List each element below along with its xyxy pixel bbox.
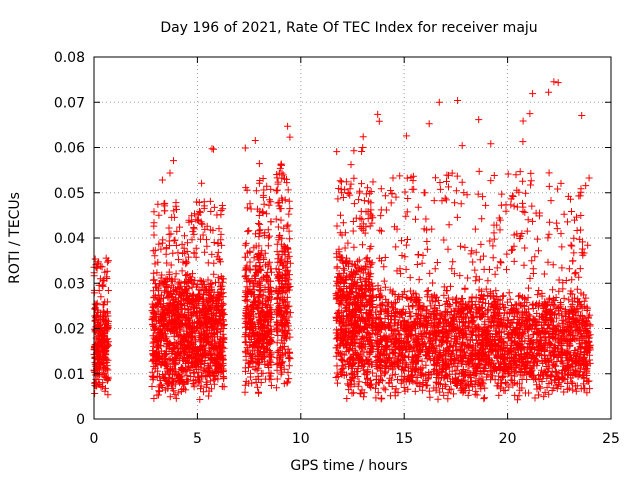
y-tick-label: 0.04 [54, 231, 85, 247]
y-tick-label: 0 [76, 412, 85, 428]
y-tick-label: 0.02 [54, 322, 85, 338]
x-tick-label: 0 [90, 431, 99, 447]
y-tick-label: 0.01 [54, 367, 85, 383]
y-tick-label: 0.08 [54, 50, 85, 66]
x-axis-label: GPS time / hours [290, 458, 407, 474]
x-tick-label: 10 [292, 431, 310, 447]
y-axis-label: ROTI / TECUs [7, 192, 23, 284]
y-tick-label: 0.03 [54, 276, 85, 292]
y-tick-label: 0.07 [54, 95, 85, 111]
data-points [90, 78, 594, 404]
y-tick-label: 0.06 [54, 141, 85, 157]
x-tick-label: 20 [499, 431, 517, 447]
y-tick-label: 0.05 [54, 186, 85, 202]
grid-lines [94, 57, 611, 419]
x-tick-label: 25 [602, 431, 620, 447]
axis-ticks: 0 5 10 15 20 25 0 0.01 0.02 0.03 0.04 0.05 0.06 0.07 0… [54, 50, 620, 447]
roti-plus-markers [90, 78, 594, 404]
chart-title: Day 196 of 2021, Rate Of TEC Index for r… [160, 20, 537, 36]
x-tick-label: 15 [395, 431, 413, 447]
x-tick-label: 5 [193, 431, 202, 447]
